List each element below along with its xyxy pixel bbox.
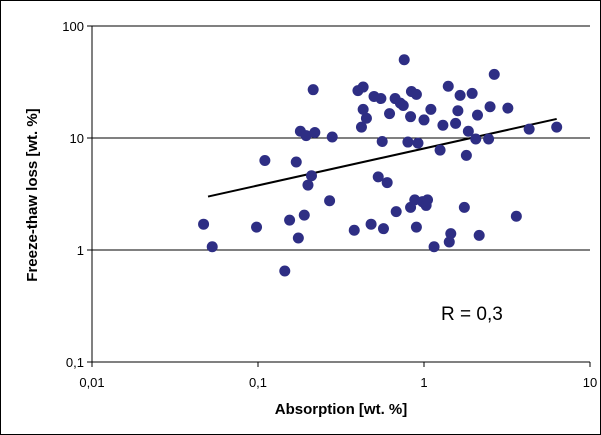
data-point <box>326 131 338 143</box>
data-point <box>292 232 304 244</box>
data-point <box>510 210 522 222</box>
data-point <box>483 133 495 145</box>
data-point <box>470 133 482 145</box>
data-point <box>473 229 485 241</box>
data-point <box>454 89 466 101</box>
data-point <box>412 137 424 149</box>
data-point <box>357 103 369 115</box>
data-point <box>488 68 500 80</box>
data-point <box>405 111 417 123</box>
data-point <box>460 149 472 161</box>
data-point <box>348 224 360 236</box>
y-tick-label: 10 <box>70 131 84 146</box>
x-tick-label: 0,01 <box>79 375 104 390</box>
data-point <box>398 54 410 66</box>
data-point <box>437 119 449 131</box>
data-point <box>198 218 210 230</box>
tick-labels: 0,1 1 10 100 0,01 0,1 1 10 <box>62 19 597 390</box>
data-point <box>466 87 478 99</box>
data-point <box>307 84 319 96</box>
data-point <box>355 121 367 133</box>
data-point <box>381 177 393 189</box>
data-point <box>259 154 271 166</box>
data-point <box>302 179 314 191</box>
data-point <box>425 103 437 115</box>
data-point <box>298 209 310 221</box>
data-point <box>372 171 384 183</box>
data-point <box>422 194 434 206</box>
data-point <box>290 156 302 168</box>
y-axis-title: Freeze-thaw loss [wt. %] <box>24 108 41 281</box>
data-point <box>402 136 414 148</box>
data-point <box>309 126 321 138</box>
data-point <box>251 221 263 233</box>
correlation-annotation: R = 0,3 <box>441 304 503 325</box>
data-point <box>360 112 372 124</box>
data-points <box>198 54 563 277</box>
data-point <box>384 108 396 120</box>
data-point <box>450 117 462 129</box>
data-point <box>279 265 291 277</box>
data-point <box>365 218 377 230</box>
data-point <box>410 221 422 233</box>
x-tick-label: 1 <box>420 375 427 390</box>
data-point <box>484 101 496 113</box>
data-point <box>376 136 388 148</box>
data-point <box>443 236 455 248</box>
data-point <box>284 214 296 226</box>
x-tick-label: 0,1 <box>249 375 267 390</box>
data-point <box>305 170 317 182</box>
data-point <box>375 93 387 105</box>
data-point <box>442 80 454 92</box>
data-point <box>471 109 483 121</box>
data-point <box>324 195 336 207</box>
axis-layer <box>87 25 591 367</box>
data-point <box>300 130 312 142</box>
data-point <box>502 102 514 114</box>
data-point <box>428 241 440 253</box>
y-tick-label: 1 <box>77 243 84 258</box>
data-point <box>551 121 563 133</box>
y-tick-label: 0,1 <box>66 355 84 370</box>
data-point <box>390 206 402 218</box>
y-tick-label: 100 <box>62 19 84 34</box>
data-point <box>357 81 369 93</box>
data-point <box>418 114 430 126</box>
data-point <box>206 241 218 253</box>
data-point <box>523 123 535 135</box>
data-point <box>452 105 464 117</box>
trendline-layer <box>207 117 557 198</box>
data-point <box>434 144 446 156</box>
data-point <box>458 201 470 213</box>
grid-layer <box>92 25 590 251</box>
data-point <box>410 88 422 100</box>
data-point <box>445 228 457 240</box>
x-tick-label: 10 <box>583 375 597 390</box>
data-point <box>377 223 389 235</box>
trendline <box>207 117 557 198</box>
data-point <box>462 125 474 137</box>
data-point <box>397 100 409 112</box>
x-axis-title: Absorption [wt. %] <box>275 401 407 418</box>
